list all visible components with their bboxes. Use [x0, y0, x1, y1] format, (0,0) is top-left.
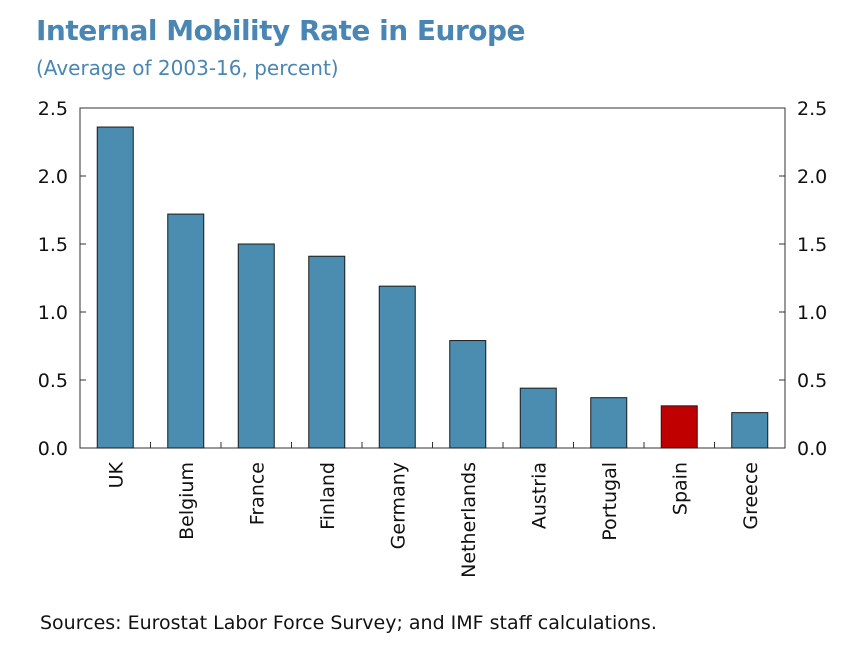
bar-portugal — [590, 397, 628, 449]
y-tick-label-left: 2.5 — [38, 98, 68, 120]
bar-netherlands — [449, 340, 487, 449]
bar-germany — [378, 285, 416, 449]
category-label-austria: Austria — [528, 462, 550, 529]
source-note: Sources: Eurostat Labor Force Survey; an… — [40, 612, 657, 634]
bar-belgium — [167, 213, 205, 449]
category-label-finland: Finland — [317, 462, 339, 530]
category-label-netherlands: Netherlands — [458, 462, 480, 578]
category-label-belgium: Belgium — [176, 462, 198, 540]
bar-greece — [731, 412, 769, 449]
y-tick-label-left: 0.5 — [38, 370, 68, 392]
y-tick-label-left: 2.0 — [38, 166, 68, 188]
y-tick-label-left: 1.0 — [38, 302, 68, 324]
bar-austria — [519, 387, 557, 449]
bar-finland — [308, 255, 346, 449]
category-label-spain: Spain — [669, 462, 691, 515]
y-tick-label-left: 0.0 — [38, 438, 68, 460]
category-label-greece: Greece — [740, 462, 762, 530]
bar-uk — [96, 126, 134, 449]
y-tick-label-right: 0.5 — [797, 370, 827, 392]
y-tick-label-right: 1.0 — [797, 302, 827, 324]
y-tick-label-right: 1.5 — [797, 234, 827, 256]
y-tick-label-left: 1.5 — [38, 234, 68, 256]
category-label-france: France — [246, 462, 268, 525]
y-tick-label-right: 2.5 — [797, 98, 827, 120]
chart-title: Internal Mobility Rate in Europe — [36, 14, 526, 47]
bar-spain — [660, 405, 698, 449]
bar-france — [237, 243, 275, 449]
chart-subtitle: (Average of 2003-16, percent) — [36, 56, 339, 80]
category-label-uk: UK — [105, 461, 127, 488]
y-tick-label-right: 2.0 — [797, 166, 827, 188]
category-label-germany: Germany — [387, 462, 409, 549]
y-tick-label-right: 0.0 — [797, 438, 827, 460]
category-label-portugal: Portugal — [599, 462, 621, 541]
